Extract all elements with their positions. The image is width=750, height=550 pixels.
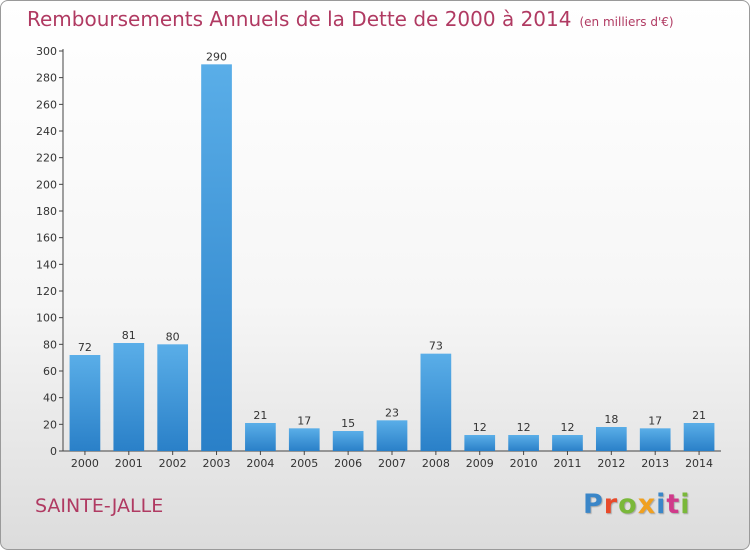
y-tick-label: 180 <box>36 205 57 218</box>
data-label: 18 <box>604 413 618 426</box>
bar <box>420 353 452 451</box>
x-tick-label: 2014 <box>685 457 713 470</box>
y-tick-label: 200 <box>36 178 57 191</box>
y-tick-label: 300 <box>36 45 57 58</box>
x-tick-label: 2009 <box>466 457 494 470</box>
data-label: 21 <box>692 409 706 422</box>
y-tick-label: 140 <box>36 258 57 271</box>
proxiti-logo: Proxiti <box>583 489 691 520</box>
data-label: 23 <box>385 406 399 419</box>
commune-name: SAINTE-JALLE <box>35 495 164 517</box>
x-tick-label: 2002 <box>159 457 187 470</box>
y-tick-label: 100 <box>36 312 57 325</box>
logo-letter: o <box>618 489 638 520</box>
x-tick-label: 2011 <box>553 457 581 470</box>
bar <box>639 428 671 451</box>
bar <box>201 64 232 452</box>
logo-letter: i <box>680 489 691 520</box>
x-tick-label: 2006 <box>334 457 362 470</box>
data-label: 81 <box>122 329 136 342</box>
data-label: 17 <box>297 414 311 427</box>
data-label: 73 <box>429 340 443 353</box>
data-label: 80 <box>166 330 180 343</box>
data-label: 21 <box>253 409 267 422</box>
data-label: 15 <box>341 417 355 430</box>
x-tick-label: 2012 <box>597 457 625 470</box>
y-tick-label: 80 <box>43 338 57 351</box>
data-label: 290 <box>206 50 227 63</box>
bar <box>464 435 496 451</box>
chart-title-text: Remboursements Annuels de la Dette de 20… <box>27 7 572 31</box>
bar <box>552 435 583 451</box>
bar <box>332 431 364 451</box>
bar <box>245 423 276 451</box>
x-tick-label: 2008 <box>422 457 450 470</box>
bar <box>508 435 539 451</box>
chart-title: Remboursements Annuels de la Dette de 20… <box>27 7 674 31</box>
x-tick-label: 2001 <box>115 457 143 470</box>
bar <box>69 355 101 451</box>
x-tick-label: 2007 <box>378 457 406 470</box>
x-tick-label: 2013 <box>641 457 669 470</box>
y-tick-label: 120 <box>36 285 57 298</box>
bar <box>157 344 189 451</box>
bar <box>288 428 320 451</box>
logo-letter: i <box>656 489 667 520</box>
chart-unit: (en milliers d'€) <box>579 15 674 29</box>
x-tick-label: 2005 <box>290 457 318 470</box>
y-tick-label: 20 <box>43 418 57 431</box>
y-tick-label: 240 <box>36 125 57 138</box>
bar <box>595 427 627 451</box>
logo-letter: r <box>603 489 619 520</box>
y-tick-label: 0 <box>50 445 57 458</box>
bar <box>376 420 408 451</box>
bar <box>113 343 145 451</box>
x-tick-label: 2003 <box>203 457 231 470</box>
logo-letter: t <box>666 489 681 520</box>
x-tick-label: 2010 <box>510 457 538 470</box>
data-label: 12 <box>473 421 487 434</box>
y-tick-label: 260 <box>36 98 57 111</box>
y-tick-label: 40 <box>43 392 57 405</box>
bar <box>683 423 715 451</box>
data-label: 12 <box>560 421 574 434</box>
y-tick-label: 60 <box>43 365 57 378</box>
x-tick-label: 2004 <box>246 457 274 470</box>
data-label: 72 <box>78 341 92 354</box>
y-tick-label: 160 <box>36 232 57 245</box>
logo-letter: P <box>583 489 604 520</box>
data-label: 12 <box>517 421 531 434</box>
x-tick-label: 2000 <box>71 457 99 470</box>
logo-letter: x <box>637 489 657 520</box>
y-tick-label: 280 <box>36 72 57 85</box>
data-label: 17 <box>648 414 662 427</box>
y-tick-label: 220 <box>36 152 57 165</box>
